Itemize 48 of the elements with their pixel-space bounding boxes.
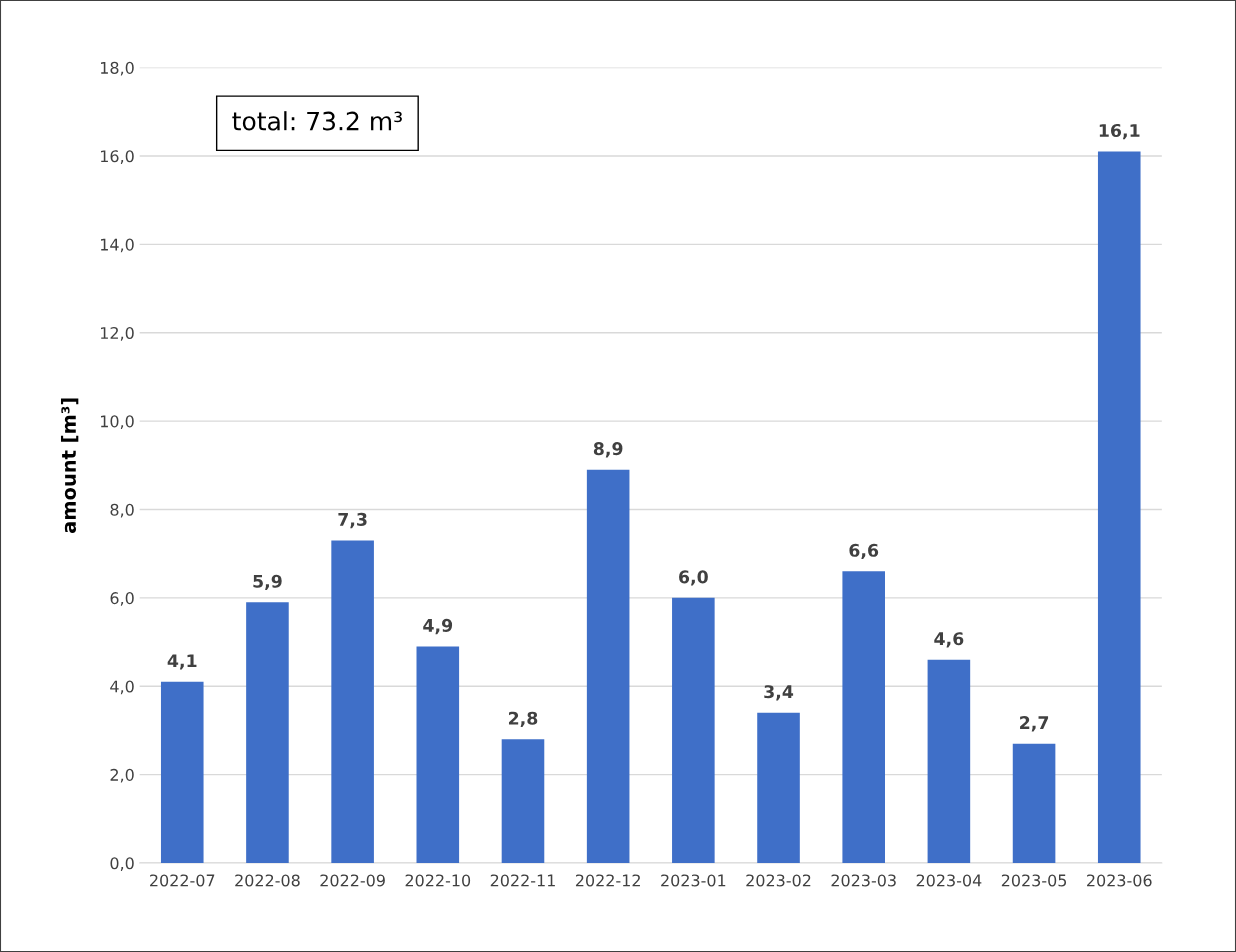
bar <box>1012 743 1056 863</box>
y-tick-label: 2,0 <box>110 768 134 783</box>
data-label: 5,9 <box>253 574 282 591</box>
y-tick-label: 4,0 <box>110 680 134 695</box>
data-label: 6,6 <box>849 543 879 560</box>
x-tick-label: 2022-12 <box>575 874 640 887</box>
bar <box>586 469 630 863</box>
data-label: 2,7 <box>1020 716 1049 732</box>
y-tick-label: 12,0 <box>101 326 134 341</box>
x-tick-label: 2023-01 <box>661 874 726 887</box>
x-tick-label: 2023-02 <box>746 874 811 887</box>
bar <box>331 540 374 863</box>
y-axis-title: amount [m³] <box>60 398 79 533</box>
data-label: 6,0 <box>679 570 708 586</box>
y-tick-label: 10,0 <box>101 415 134 430</box>
bar <box>160 681 204 863</box>
x-tick-label: 2023-04 <box>916 874 982 887</box>
bar <box>501 739 545 863</box>
data-label: 7,3 <box>338 512 367 529</box>
data-label: 4,1 <box>167 654 197 670</box>
bar <box>672 597 715 863</box>
x-tick-label: 2022-07 <box>150 874 215 887</box>
y-tick-label: 8,0 <box>110 503 134 518</box>
y-tick-label: 16,0 <box>101 150 134 164</box>
data-label: 3,4 <box>764 685 794 701</box>
bar <box>757 712 800 863</box>
x-tick-label: 2022-11 <box>490 874 555 887</box>
data-label: 8,9 <box>593 442 623 458</box>
bar <box>416 646 460 863</box>
x-tick-label: 2022-08 <box>235 874 300 887</box>
bar <box>927 659 971 863</box>
x-tick-label: 2022-09 <box>320 874 385 887</box>
x-tick-label: 2023-05 <box>1001 874 1067 887</box>
data-label: 4,9 <box>423 618 453 635</box>
y-tick-label: 6,0 <box>110 592 134 606</box>
data-label: 4,6 <box>934 632 964 648</box>
y-tick-label: 0,0 <box>110 857 134 871</box>
x-tick-label: 2023-06 <box>1087 874 1152 887</box>
x-tick-label: 2023-03 <box>831 874 896 887</box>
y-tick-label: 18,0 <box>101 61 134 76</box>
data-label: 2,8 <box>508 711 538 727</box>
bar <box>1097 151 1141 863</box>
y-tick-label: 14,0 <box>101 238 134 253</box>
bar <box>246 602 289 863</box>
bar <box>842 571 885 863</box>
data-label: 16,1 <box>1099 123 1140 140</box>
x-tick-label: 2022-10 <box>405 874 471 887</box>
annotation: total: 73.2 m³ <box>232 111 402 131</box>
